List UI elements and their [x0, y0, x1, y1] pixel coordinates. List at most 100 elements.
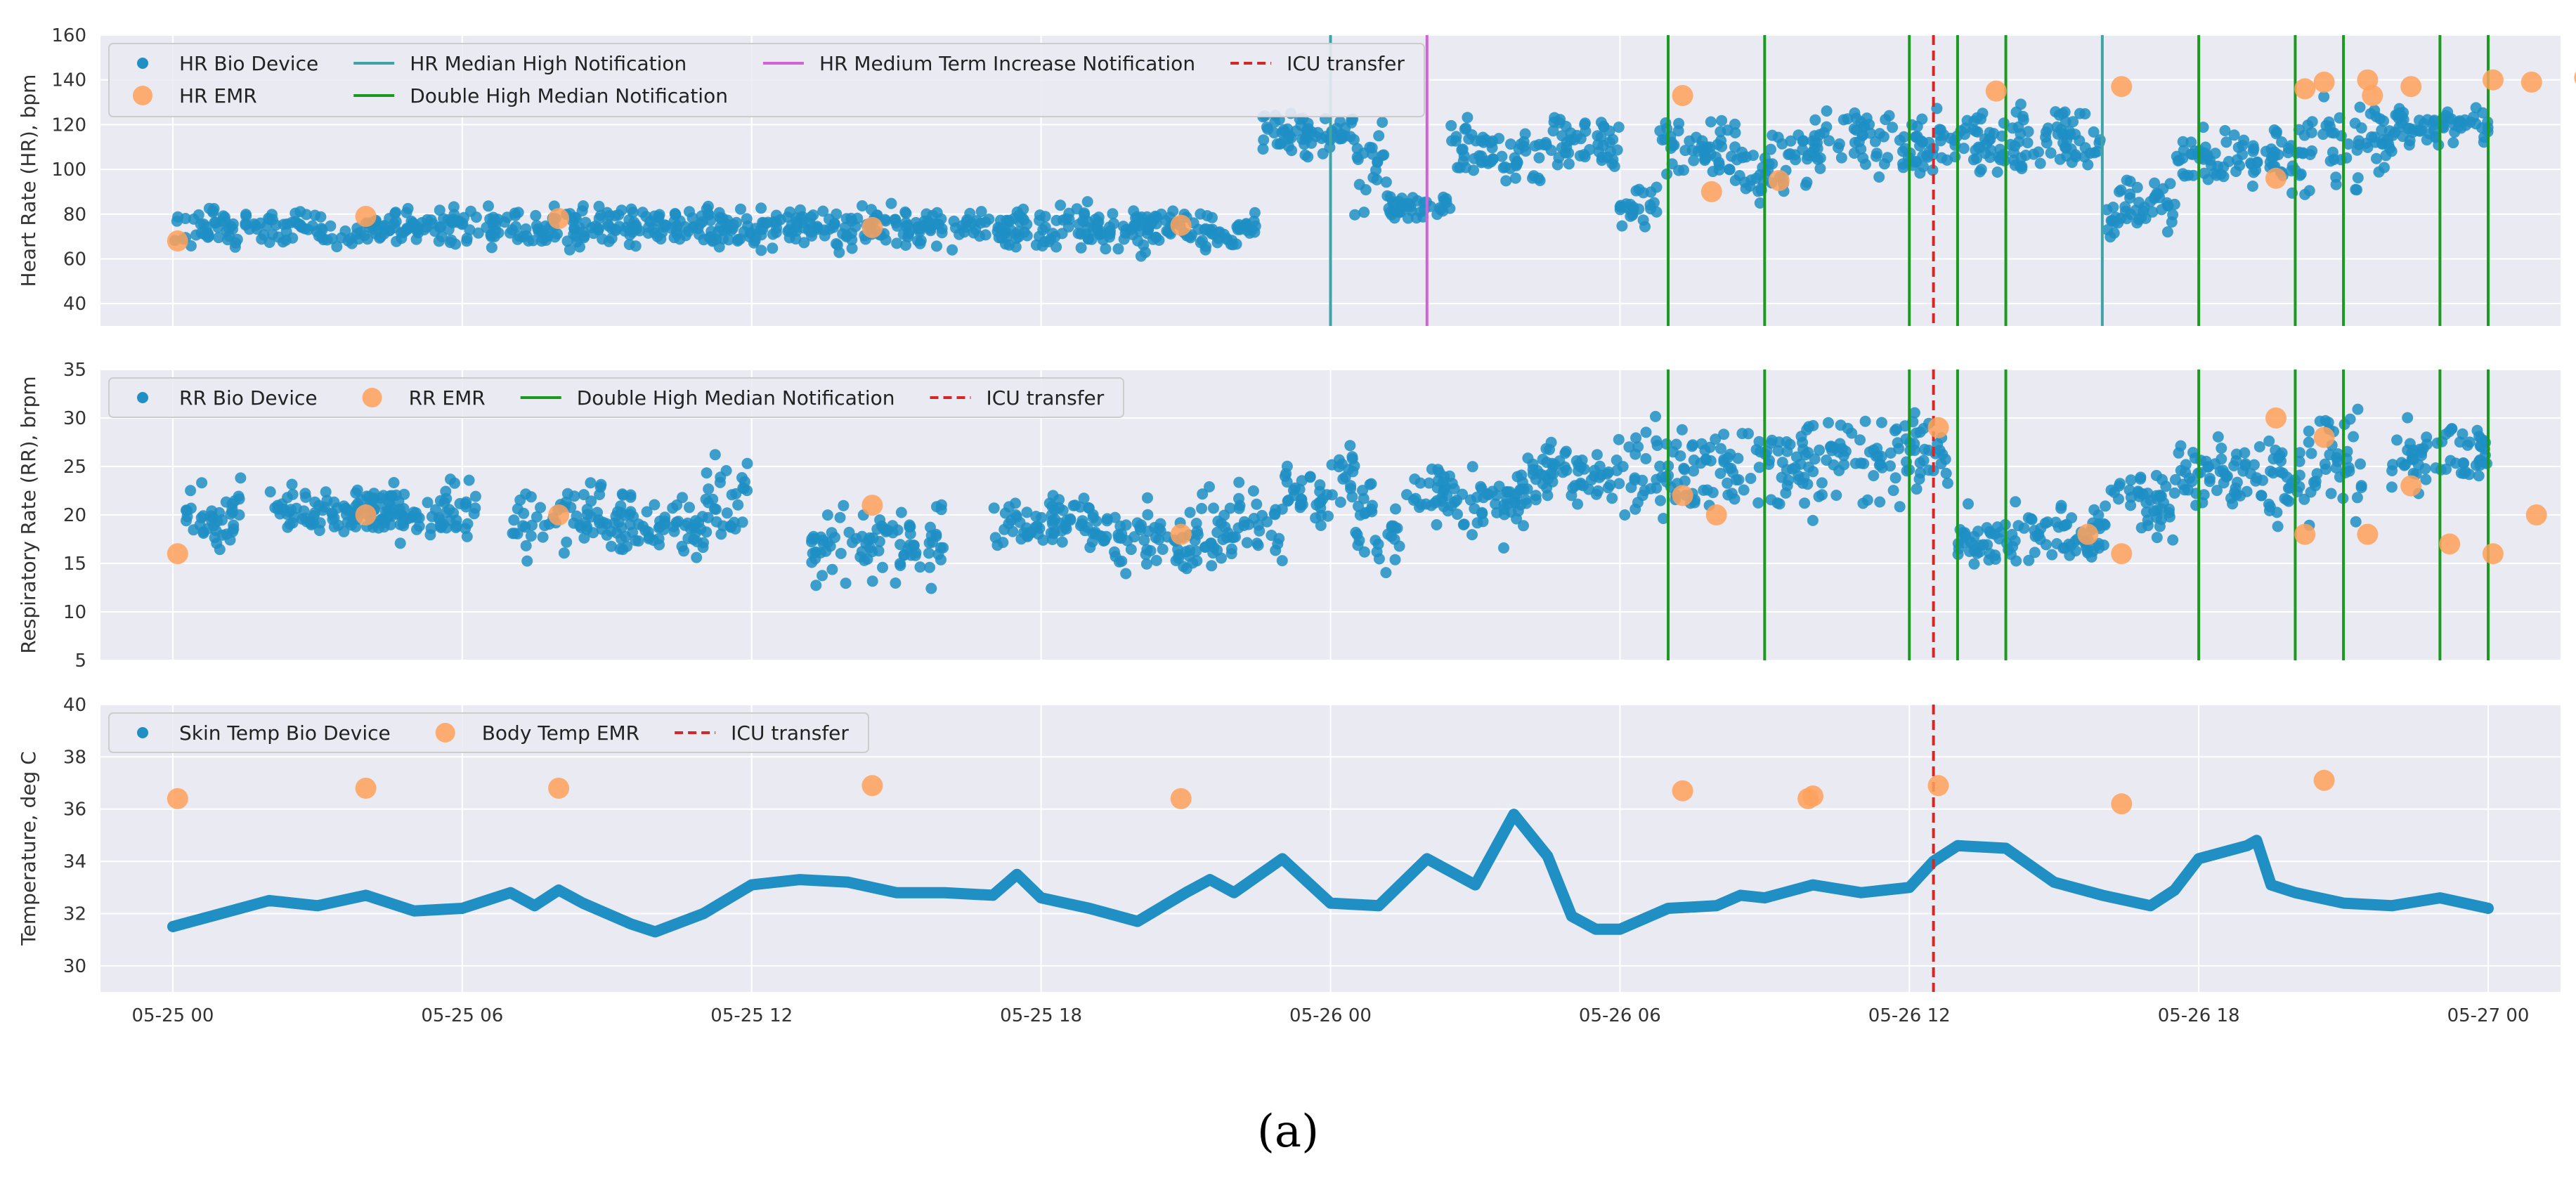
rr-bio-point [1276, 555, 1288, 567]
hr-bio-point [418, 224, 430, 235]
hr-bio-point [1736, 152, 1748, 164]
hr-bio-point [1807, 135, 1819, 147]
hr-bio-point [461, 233, 473, 244]
rr-bio-point [1441, 490, 1453, 502]
hr-bio-point [254, 217, 266, 229]
rr-bio-point [1874, 496, 1886, 508]
rr-bio-point [2325, 488, 2337, 499]
hr-bio-point [2130, 204, 2142, 216]
hr-bio-point [1765, 143, 1776, 155]
rr-bio-point [642, 526, 654, 538]
hr-bio-point [1496, 150, 1508, 162]
temp-emr-point [861, 775, 883, 797]
rr-bio-point [1254, 525, 1266, 537]
hr-emr-point [355, 206, 377, 227]
hr-bio-point [1723, 164, 1735, 176]
hr-bio-point [771, 216, 783, 228]
hr-emr-point [2294, 78, 2316, 100]
hr-bio-point [1684, 135, 1696, 147]
y-tick-label: 60 [63, 249, 86, 270]
temp-bio-device-curve [167, 809, 2494, 938]
x-tick-label: 05-26 18 [2158, 1005, 2240, 1026]
hr-bio-point [2161, 226, 2173, 238]
hr-bio-point [743, 230, 755, 242]
hr-bio-point [2069, 149, 2081, 161]
hr-bio-point [1112, 243, 1124, 255]
rr-emr-point [861, 495, 883, 516]
rr-bio-point [578, 532, 590, 544]
hr-bio-point [2198, 167, 2210, 179]
rr-bio-point [425, 523, 437, 534]
rr-bio-point [1294, 502, 1306, 514]
hr-bio-point [2369, 131, 2381, 143]
rr-bio-point [2475, 433, 2487, 445]
hr-emr-point [2482, 69, 2504, 91]
rr-bio-point [1350, 526, 1362, 538]
rr-bio-point [1629, 503, 1641, 515]
rr-bio-point [616, 488, 628, 500]
rr-bio-point [835, 547, 847, 559]
rr-bio-point [821, 509, 833, 521]
hr-bio-point [1055, 200, 1067, 211]
hr-bio-point [227, 223, 238, 235]
rr-bio-point [1781, 480, 1793, 492]
rr-bio-point [1087, 509, 1099, 521]
rr-bio-point [287, 488, 299, 500]
rr-bio-point [1114, 521, 1126, 532]
hr-bio-point [1444, 202, 1456, 214]
hr-bio-point [2074, 107, 2086, 119]
hr-bio-point [1063, 214, 1075, 226]
rr-bio-point [1464, 494, 1476, 506]
hr-bio-point [483, 200, 494, 212]
hr-bio-point [574, 241, 585, 253]
hr-bio-point [2306, 145, 2318, 157]
rr-bio-point [815, 547, 826, 558]
rr-bio-point [720, 465, 732, 476]
legend-entry-label: HR Medium Term Increase Notification [819, 52, 1195, 75]
rr-bio-point [1554, 455, 1566, 467]
hr-bio-point [1081, 196, 1093, 208]
rr-bio-point [2125, 491, 2137, 503]
rr-bio-point [1799, 497, 1811, 509]
rr-bio-point [1772, 445, 1784, 457]
rr-bio-point [1842, 422, 1854, 434]
hr-bio-point [1218, 228, 1230, 240]
rr-bio-point [1521, 497, 1533, 509]
hr-bio-point [1405, 201, 1417, 213]
hr-bio-point [1673, 117, 1685, 129]
y-tick-label: 30 [63, 408, 86, 429]
rr-bio-point [1047, 490, 1059, 502]
hr-bio-point [2022, 137, 2034, 149]
rr-bio-point [2046, 549, 2058, 561]
hr-bio-point [889, 214, 901, 226]
rr-bio-point [2355, 458, 2366, 470]
hr-bio-point [1729, 174, 1741, 186]
y-tick-label: 15 [63, 554, 86, 575]
rr-bio-point [1065, 514, 1076, 526]
hr-bio-point [1991, 166, 2003, 178]
rr-emr-point [2294, 523, 2316, 545]
hr-bio-point [597, 233, 609, 245]
rr-bio-point [810, 580, 822, 592]
rr-bio-point [1629, 474, 1641, 486]
rr-bio-point [627, 526, 639, 538]
rr-bio-point [2018, 522, 2030, 534]
hr-emr-point [861, 216, 883, 238]
rr-bio-point [1184, 506, 1196, 518]
rr-bio-point [1380, 567, 1392, 579]
rr-bio-point [197, 510, 209, 522]
hr-bio-point [1608, 160, 1620, 172]
rr-bio-point [1923, 445, 1934, 456]
hr-bio-point [568, 223, 580, 235]
rr-bio-point [216, 514, 228, 526]
rr-bio-point [1566, 490, 1578, 502]
rr-bio-point [308, 518, 320, 530]
rr-bio-point [181, 515, 192, 527]
temp-emr-point [2111, 793, 2133, 815]
hr-bio-point [1302, 117, 1314, 129]
rr-bio-point [2391, 434, 2403, 446]
hr-bio-point [922, 221, 934, 233]
rr-bio-point [2351, 492, 2363, 504]
y-tick-label: 80 [63, 204, 86, 226]
rr-bio-point [2142, 520, 2154, 532]
